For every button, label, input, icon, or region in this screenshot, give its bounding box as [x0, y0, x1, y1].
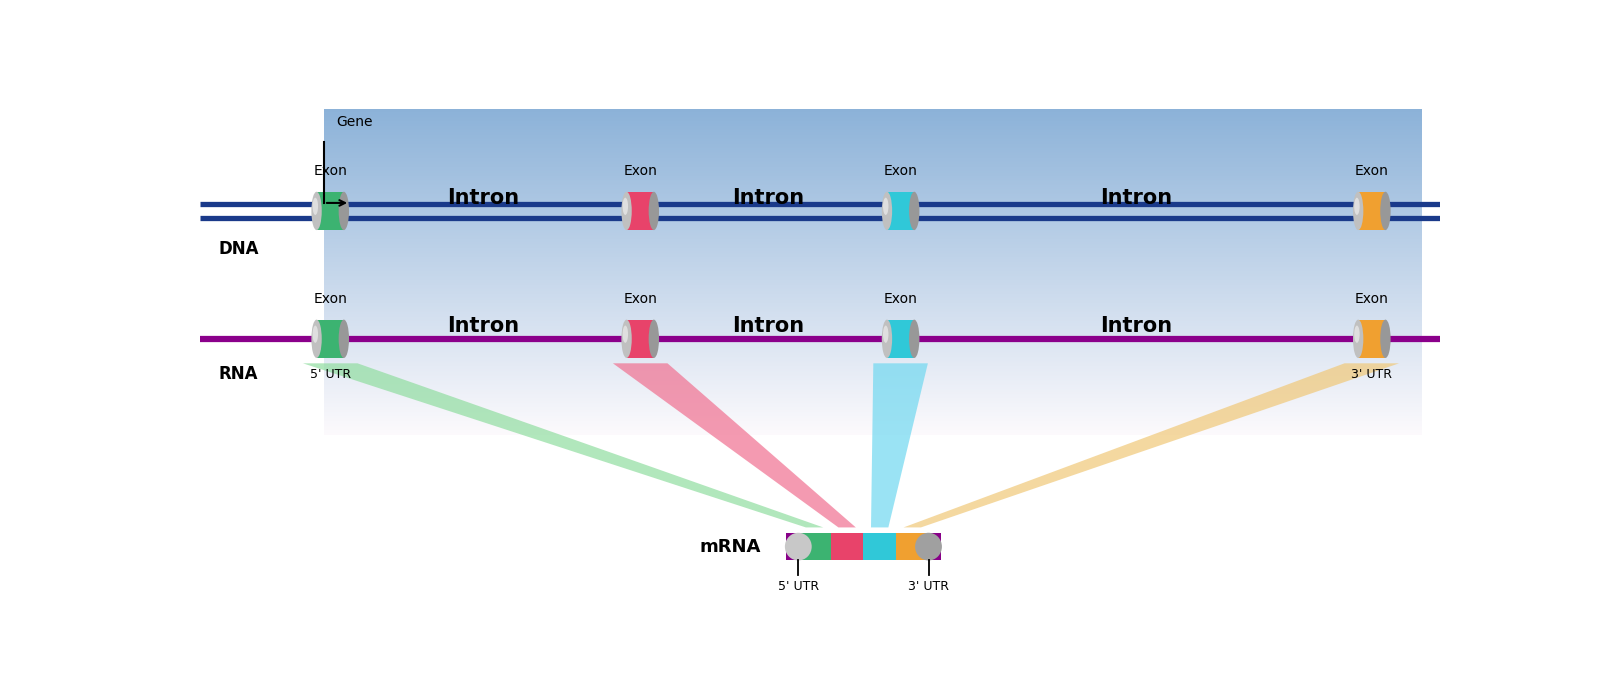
Text: 5' UTR: 5' UTR — [310, 367, 350, 381]
Ellipse shape — [1354, 320, 1363, 358]
FancyBboxPatch shape — [886, 192, 914, 230]
Bar — [830, 533, 864, 561]
Ellipse shape — [883, 325, 888, 343]
Ellipse shape — [1354, 325, 1360, 343]
Ellipse shape — [648, 320, 659, 358]
Ellipse shape — [312, 192, 322, 230]
Ellipse shape — [915, 533, 942, 561]
FancyBboxPatch shape — [627, 192, 654, 230]
Polygon shape — [870, 363, 928, 527]
Text: Exon: Exon — [1355, 165, 1389, 179]
Text: mRNA: mRNA — [699, 538, 762, 556]
Ellipse shape — [1354, 198, 1360, 215]
Text: Exon: Exon — [314, 292, 347, 307]
Ellipse shape — [621, 320, 632, 358]
Ellipse shape — [339, 320, 349, 358]
Ellipse shape — [909, 320, 920, 358]
Text: Intron: Intron — [731, 188, 803, 208]
Bar — [864, 533, 896, 561]
Ellipse shape — [312, 325, 318, 343]
Text: 3' UTR: 3' UTR — [909, 580, 949, 592]
Ellipse shape — [622, 198, 629, 215]
FancyBboxPatch shape — [627, 320, 654, 358]
Text: Gene: Gene — [336, 115, 373, 129]
FancyBboxPatch shape — [886, 320, 914, 358]
FancyBboxPatch shape — [1358, 320, 1386, 358]
Ellipse shape — [622, 325, 629, 343]
Text: RNA: RNA — [219, 365, 258, 383]
FancyBboxPatch shape — [317, 192, 344, 230]
Text: Intron: Intron — [1101, 316, 1173, 336]
FancyBboxPatch shape — [1358, 192, 1386, 230]
Ellipse shape — [1381, 320, 1390, 358]
Text: 3' UTR: 3' UTR — [1352, 367, 1392, 381]
FancyBboxPatch shape — [317, 320, 344, 358]
Bar — [896, 533, 928, 561]
Text: Exon: Exon — [883, 165, 917, 179]
Ellipse shape — [621, 192, 632, 230]
Ellipse shape — [1381, 192, 1390, 230]
Bar — [928, 533, 941, 561]
Ellipse shape — [786, 533, 811, 561]
Text: Exon: Exon — [624, 165, 658, 179]
Polygon shape — [613, 363, 856, 527]
Ellipse shape — [882, 192, 893, 230]
Text: Intron: Intron — [446, 316, 518, 336]
Text: Exon: Exon — [1355, 292, 1389, 307]
Bar — [786, 533, 798, 561]
Text: Intron: Intron — [731, 316, 803, 336]
Ellipse shape — [339, 192, 349, 230]
Text: DNA: DNA — [219, 240, 259, 258]
Ellipse shape — [909, 192, 920, 230]
Polygon shape — [904, 363, 1398, 527]
Text: Exon: Exon — [624, 292, 658, 307]
Ellipse shape — [883, 198, 888, 215]
Ellipse shape — [312, 198, 318, 215]
Ellipse shape — [648, 192, 659, 230]
Ellipse shape — [312, 320, 322, 358]
Text: Intron: Intron — [446, 188, 518, 208]
Ellipse shape — [882, 320, 893, 358]
Text: Exon: Exon — [314, 165, 347, 179]
Ellipse shape — [1354, 192, 1363, 230]
Text: 5' UTR: 5' UTR — [778, 580, 819, 592]
Bar — [798, 533, 830, 561]
Text: Intron: Intron — [1101, 188, 1173, 208]
Text: Exon: Exon — [883, 292, 917, 307]
Polygon shape — [302, 363, 824, 527]
